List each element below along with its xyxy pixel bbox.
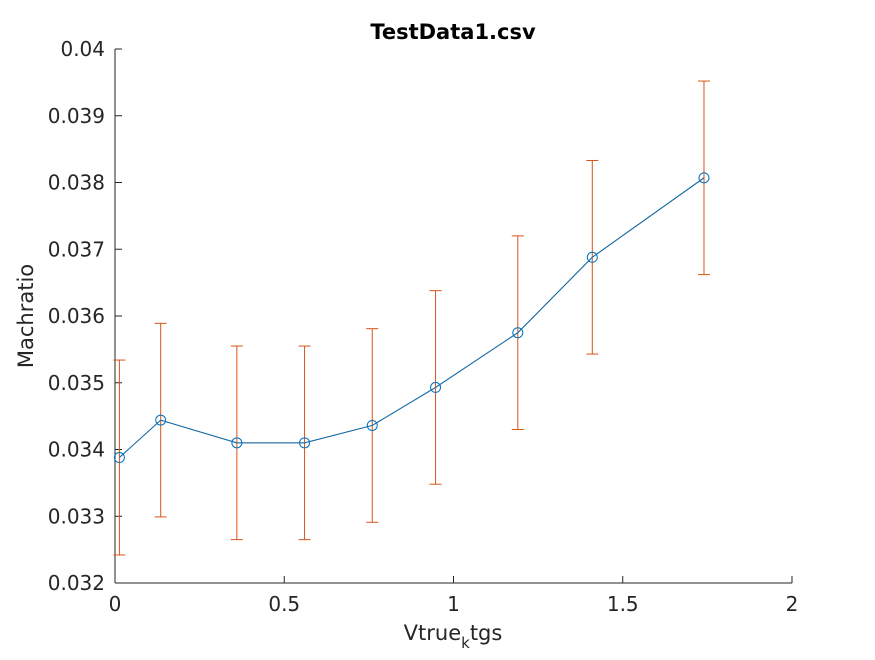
data-point-marker <box>366 419 378 431</box>
data-point-marker <box>586 251 598 263</box>
ticks: 0 0.5 1 1.5 2 0.032 0.033 0.034 0.035 0.036 0.037 0… <box>48 37 799 616</box>
y-tick-label: 0.033 <box>48 504 105 528</box>
series <box>113 172 710 464</box>
y-tick-label: 0.035 <box>48 371 105 395</box>
x-axis-label-main: Vtrue <box>404 621 461 645</box>
x-axis-label-tail: tgs <box>470 621 503 645</box>
y-tick-label: 0.034 <box>48 438 105 462</box>
x-tick-label: 2 <box>786 592 799 616</box>
x-tick-label: 1 <box>447 592 460 616</box>
error-bars <box>113 80 710 556</box>
series-line-errorbar-trace <box>119 177 705 458</box>
y-tick-label: 0.036 <box>48 304 105 328</box>
axes <box>114 49 792 584</box>
x-tick-label: 0.5 <box>268 592 300 616</box>
data-point-marker <box>698 172 710 184</box>
x-tick-label: 0 <box>109 592 122 616</box>
series-line <box>119 177 705 458</box>
y-tick-label: 0.039 <box>48 104 105 128</box>
y-tick-label: 0.032 <box>48 571 105 595</box>
y-tick-label: 0.04 <box>60 37 105 61</box>
data-point-marker <box>113 452 125 464</box>
data-point-marker <box>231 437 243 449</box>
chart-title: TestData1.csv <box>370 20 536 44</box>
data-point-marker <box>299 437 311 449</box>
data-point-marker <box>155 414 167 426</box>
data-point-marker <box>430 381 442 393</box>
x-axis-label-subscript: k <box>461 634 470 652</box>
y-tick-label: 0.037 <box>48 237 105 261</box>
y-tick-label: 0.038 <box>48 171 105 195</box>
x-tick-label: 1.5 <box>607 592 639 616</box>
data-point-marker <box>512 327 524 339</box>
x-axis-label: Vtruektgs <box>404 621 503 652</box>
y-axis-label: Machratio <box>14 264 38 368</box>
